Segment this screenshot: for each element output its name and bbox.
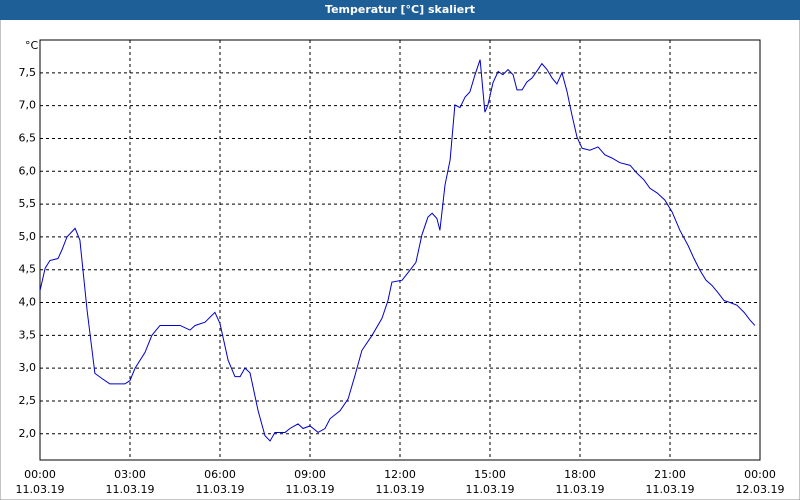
y-tick-label: 2,5 xyxy=(19,394,37,407)
y-tick-label: 7,0 xyxy=(19,99,37,112)
x-tick-date: 11.03.19 xyxy=(196,483,245,496)
x-tick-label: 03:00 xyxy=(114,468,146,481)
chart-title: Temperatur [°C] skaliert xyxy=(325,3,475,16)
y-axis-label: °C xyxy=(25,39,39,52)
x-tick-label: 06:00 xyxy=(204,468,236,481)
x-tick-date: 11.03.19 xyxy=(16,483,65,496)
y-tick-label: 4,5 xyxy=(19,263,37,276)
y-tick-label: 5,5 xyxy=(19,197,37,210)
x-tick-label: 00:00 xyxy=(24,468,56,481)
x-tick-date: 11.03.19 xyxy=(286,483,335,496)
x-tick-label: 15:00 xyxy=(474,468,506,481)
temperature-line xyxy=(39,59,756,442)
y-tick-label: 3,0 xyxy=(19,361,37,374)
y-tick-label: 2,0 xyxy=(19,427,37,440)
x-tick-label: 21:00 xyxy=(654,468,686,481)
x-tick-label: 09:00 xyxy=(294,468,326,481)
title-bar xyxy=(0,0,800,20)
x-tick-date: 12.03.19 xyxy=(736,483,785,496)
x-tick-label: 00:00 xyxy=(744,468,776,481)
x-tick-date: 11.03.19 xyxy=(376,483,425,496)
y-tick-label: 6,5 xyxy=(19,131,37,144)
x-tick-label: 12:00 xyxy=(384,468,416,481)
x-tick-label: 18:00 xyxy=(564,468,596,481)
x-tick-date: 11.03.19 xyxy=(556,483,605,496)
y-tick-label: 6,0 xyxy=(19,164,37,177)
y-tick-label: 5,0 xyxy=(19,230,37,243)
x-tick-date: 11.03.19 xyxy=(466,483,515,496)
x-tick-date: 11.03.19 xyxy=(106,483,155,496)
x-tick-date: 11.03.19 xyxy=(646,483,695,496)
y-tick-label: 4,0 xyxy=(19,296,37,309)
y-tick-label: 3,5 xyxy=(19,328,37,341)
y-tick-label: 7,5 xyxy=(19,66,37,79)
